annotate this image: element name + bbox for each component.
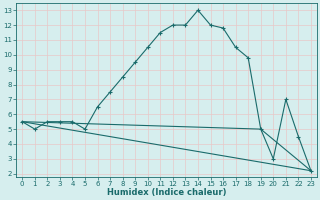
X-axis label: Humidex (Indice chaleur): Humidex (Indice chaleur)	[107, 188, 226, 197]
